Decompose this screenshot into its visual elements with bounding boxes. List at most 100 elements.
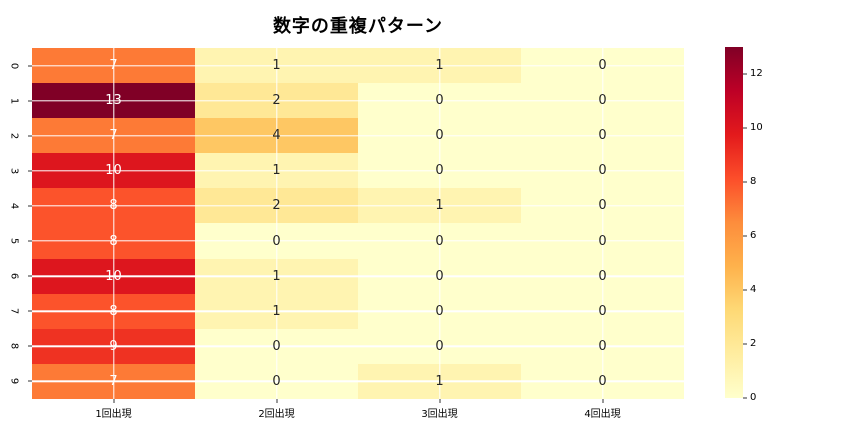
- cell-value-label: 0: [435, 338, 444, 354]
- cell-value-label: 0: [598, 128, 607, 144]
- gridline-horizontal: [32, 64, 684, 67]
- x-axis-tick-mark: [602, 399, 603, 403]
- colorbar-tick-label: 10: [750, 122, 763, 133]
- gridline-horizontal: [32, 170, 684, 172]
- cell-value-label: 13: [105, 93, 122, 109]
- gridline-vertical: [275, 48, 278, 399]
- colorbar-tick-mark: [743, 73, 747, 75]
- cell-value-label: 1: [435, 58, 444, 74]
- colorbar-tick-mark: [743, 181, 747, 183]
- cell-value-label: 7: [109, 373, 118, 389]
- y-axis-tick-label: 5: [8, 237, 20, 245]
- colorbar-tick-mark: [743, 343, 747, 345]
- colorbar-tick-mark: [743, 127, 747, 129]
- x-axis-tick-mark: [276, 399, 277, 403]
- cell-value-label: 1: [272, 58, 281, 74]
- cell-value-label: 0: [435, 233, 444, 249]
- gridline-vertical: [112, 48, 115, 399]
- cell-value-label: 0: [435, 268, 444, 284]
- y-axis-tick-mark: [28, 240, 32, 242]
- cell-value-label: 7: [109, 58, 118, 74]
- colorbar-tick-label: 4: [750, 284, 757, 295]
- x-axis-tick-label: 2回出現: [258, 409, 295, 420]
- cell-value-label: 0: [598, 338, 607, 354]
- y-axis-tick-mark: [28, 205, 32, 207]
- gridline-horizontal: [32, 99, 684, 102]
- y-axis-tick-mark: [28, 135, 32, 137]
- colorbar-tick-mark: [743, 397, 747, 399]
- cell-value-label: 8: [109, 233, 118, 249]
- cell-value-label: 1: [272, 268, 281, 284]
- cell-value-label: 1: [435, 198, 444, 214]
- x-axis-tick-mark: [439, 399, 440, 403]
- y-axis-tick-mark: [28, 275, 32, 277]
- colorbar-tick-mark: [743, 235, 747, 237]
- colorbar-tick-label: 12: [750, 68, 763, 79]
- cell-value-label: 0: [435, 93, 444, 109]
- cell-value-label: 0: [435, 303, 444, 319]
- gridline-horizontal: [32, 135, 684, 137]
- gridline-vertical: [601, 48, 604, 399]
- cell-value-label: 0: [435, 163, 444, 179]
- y-axis-tick-label: 2: [8, 132, 20, 139]
- cell-value-label: 0: [598, 163, 607, 179]
- cell-value-label: 10: [105, 268, 122, 284]
- y-axis-tick-label: 7: [8, 308, 20, 315]
- cell-value-label: 2: [272, 198, 281, 214]
- gridline-vertical: [438, 48, 441, 399]
- colorbar-tick-label: 2: [750, 338, 757, 349]
- x-axis-tick-label: 4回出現: [584, 409, 621, 420]
- cell-value-label: 0: [598, 58, 607, 74]
- y-axis-tick-mark: [28, 100, 32, 102]
- colorbar-tick-label: 6: [750, 230, 757, 241]
- cell-value-label: 0: [598, 198, 607, 214]
- y-axis-tick-label: 1: [8, 97, 20, 104]
- cell-value-label: 1: [272, 163, 281, 179]
- cell-value-label: 0: [272, 233, 281, 249]
- y-axis-tick-label: 8: [8, 343, 20, 350]
- x-axis-tick-label: 1回出現: [95, 409, 132, 420]
- cell-value-label: 0: [598, 233, 607, 249]
- cell-value-label: 8: [109, 198, 118, 214]
- cell-value-label: 2: [272, 93, 281, 109]
- colorbar-tick-label: 8: [750, 176, 757, 187]
- y-axis-tick-mark: [28, 345, 32, 347]
- plot-area: 7 1 1 0 13 2 0 0 7 4 0 0 10 1 0 0 8 2 1 0 8 0 0 0 10 1 0 0 8 1 0 0 9 0 0 0 7…: [32, 48, 684, 399]
- gridline-horizontal: [32, 275, 684, 277]
- gridline-horizontal: [32, 205, 684, 207]
- y-axis-tick-mark: [28, 65, 32, 67]
- cell-value-label: 9: [109, 338, 118, 354]
- colorbar-tick-label: 0: [750, 392, 757, 403]
- gridline-horizontal: [32, 380, 684, 383]
- gridline-horizontal: [32, 345, 684, 348]
- cell-value-label: 1: [272, 303, 281, 319]
- y-axis-tick-mark: [28, 380, 32, 382]
- cell-value-label: 0: [435, 128, 444, 144]
- y-axis-tick-label: 9: [8, 378, 20, 385]
- cell-value-label: 0: [272, 338, 281, 354]
- x-axis-tick-label: 3回出現: [421, 409, 458, 420]
- cell-value-label: 0: [598, 268, 607, 284]
- cell-value-label: 0: [598, 303, 607, 319]
- chart-title: 数字の重複パターン: [272, 16, 444, 37]
- y-axis-tick-label: 4: [8, 202, 20, 210]
- cell-value-label: 1: [435, 373, 444, 389]
- cell-value-label: 0: [598, 373, 607, 389]
- gridline-horizontal: [32, 240, 684, 242]
- cell-value-label: 0: [598, 93, 607, 109]
- x-axis-tick-mark: [113, 399, 114, 403]
- cell-value-label: 0: [272, 373, 281, 389]
- y-axis-tick-label: 6: [8, 272, 20, 280]
- cell-value-label: 4: [272, 128, 281, 144]
- y-axis-tick-mark: [28, 310, 32, 312]
- cell-value-label: 10: [105, 163, 122, 179]
- y-axis-tick-mark: [28, 170, 32, 172]
- colorbar-gradient: [725, 47, 743, 398]
- gridline-horizontal: [32, 310, 684, 312]
- colorbar-tick-mark: [743, 289, 747, 291]
- cell-value-label: 8: [109, 303, 118, 319]
- y-axis-tick-label: 3: [8, 167, 20, 175]
- y-axis-tick-label: 0: [8, 62, 20, 69]
- cell-value-label: 7: [109, 128, 118, 144]
